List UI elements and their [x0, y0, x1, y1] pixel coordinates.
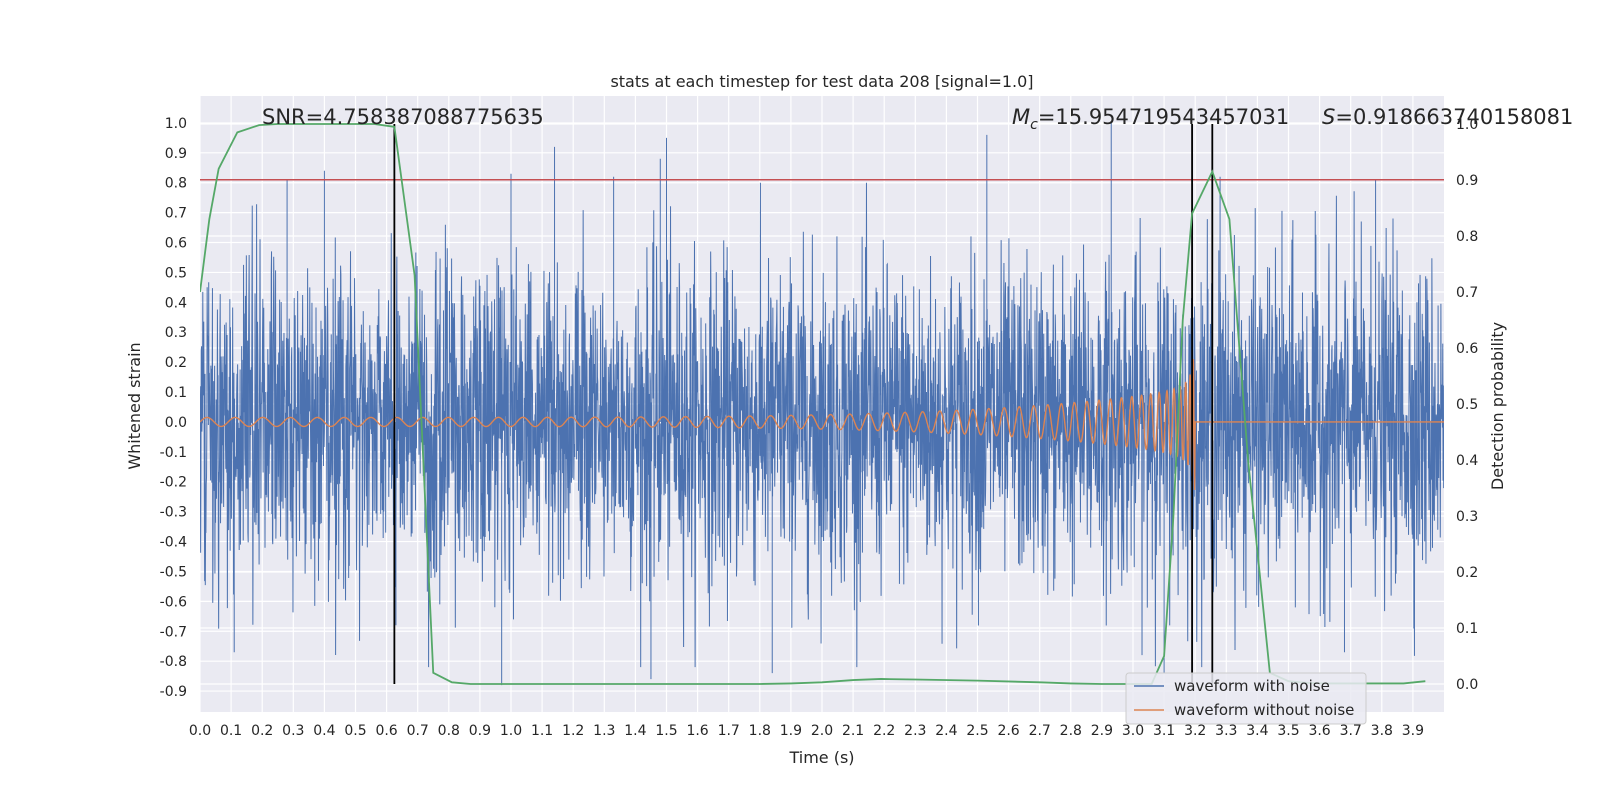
s-value: =0.918663740158081: [1335, 105, 1573, 129]
x-tick-label: 3.9: [1402, 723, 1424, 739]
x-tick-label: 1.5: [655, 723, 677, 739]
x-tick-label: 0.3: [282, 723, 304, 739]
y-tick-label: 0.6: [165, 236, 187, 252]
x-tick-label: 2.7: [1029, 723, 1051, 739]
x-tick-label: 1.3: [593, 723, 615, 739]
x-tick-label: 2.9: [1091, 723, 1113, 739]
x-tick-label: 0.2: [251, 723, 273, 739]
x-tick-label: 2.3: [904, 723, 926, 739]
x-tick-label: 1.8: [749, 723, 771, 739]
mc-subscript: c: [1030, 117, 1038, 133]
x-tick-label: 0.0: [189, 723, 211, 739]
x-tick-label: 2.4: [935, 723, 957, 739]
y2-axis-label: Detection probability: [1488, 322, 1507, 490]
y2-tick-label: 0.6: [1456, 341, 1478, 357]
y-axis-label: Whitened strain: [125, 342, 144, 469]
y-tick-label: 0.8: [165, 176, 187, 192]
y2-axis-ticks: 1.0 0.9 0.8 0.7 0.6 0.5 0.4 0.3 0.2 0.1 0.0: [1456, 117, 1478, 693]
y2-tick-label: 1.0: [1456, 117, 1478, 133]
legend-label-waveform-without-noise: waveform without noise: [1174, 701, 1354, 719]
y-tick-label: 0.2: [165, 355, 187, 371]
x-tick-label: 0.4: [313, 723, 335, 739]
legend-label-waveform-with-noise: waveform with noise: [1174, 677, 1330, 695]
y-tick-label: -0.4: [160, 535, 187, 551]
s-annotation: S=0.918663740158081: [1322, 105, 1573, 129]
y2-tick-label: 0.3: [1456, 509, 1478, 525]
snr-annotation: SNR=4.758387088775635: [262, 105, 544, 129]
chart-title: stats at each timestep for test data 208…: [610, 72, 1033, 91]
series-line-waveform-without-noise: [200, 359, 1444, 490]
y-tick-label: -0.1: [160, 445, 187, 461]
x-tick-label: 3.7: [1340, 723, 1362, 739]
s-symbol: S: [1322, 105, 1335, 129]
legend-box: [1125, 672, 1367, 725]
x-tick-label: 1.4: [624, 723, 646, 739]
x-tick-label: 0.1: [220, 723, 242, 739]
x-tick-label: 2.8: [1060, 723, 1082, 739]
x-tick-label: 2.1: [842, 723, 864, 739]
y-tick-label: 0.9: [165, 146, 187, 162]
y-tick-label: 0.3: [165, 325, 187, 341]
y2-tick-label: 0.5: [1456, 397, 1478, 413]
mc-annotation: Mc=15.954719543457031: [1012, 105, 1289, 133]
y-tick-label: -0.7: [160, 624, 187, 640]
x-tick-label: 3.0: [1122, 723, 1144, 739]
x-tick-label: 3.8: [1371, 723, 1393, 739]
mc-value: =15.954719543457031: [1038, 105, 1289, 129]
x-tick-label: 2.2: [873, 723, 895, 739]
x-tick-label: 2.6: [997, 723, 1019, 739]
x-tick-label: 3.4: [1246, 723, 1268, 739]
y-tick-label: -0.8: [160, 654, 187, 670]
x-tick-label: 0.6: [375, 723, 397, 739]
y-tick-label: 0.7: [165, 206, 187, 222]
y-tick-label: 0.1: [165, 385, 187, 401]
x-axis-ticks: 0.0 0.1 0.2 0.3 0.4 0.5 0.6 0.7 0.8 0.9 1.0 1.1 1.2 1…: [189, 723, 1424, 739]
y2-tick-label: 0.7: [1456, 285, 1478, 301]
x-tick-label: 3.1: [1153, 723, 1175, 739]
y2-tick-label: 0.1: [1456, 621, 1478, 637]
x-tick-label: 0.9: [469, 723, 491, 739]
x-tick-label: 3.3: [1215, 723, 1237, 739]
x-tick-label: 1.7: [718, 723, 740, 739]
x-tick-label: 0.8: [438, 723, 460, 739]
x-tick-label: 0.7: [407, 723, 429, 739]
x-tick-label: 1.6: [686, 723, 708, 739]
y2-tick-label: 0.0: [1456, 677, 1478, 693]
y2-tick-label: 0.2: [1456, 565, 1478, 581]
y-tick-label: -0.9: [160, 684, 187, 700]
y-tick-label: 0.5: [165, 265, 187, 281]
y2-tick-label: 0.9: [1456, 173, 1478, 189]
y2-tick-label: 0.4: [1456, 453, 1478, 469]
x-axis-label: Time (s): [788, 748, 854, 767]
x-tick-label: 1.1: [531, 723, 553, 739]
x-tick-label: 2.5: [966, 723, 988, 739]
x-tick-label: 3.6: [1308, 723, 1330, 739]
y2-tick-label: 0.8: [1456, 229, 1478, 245]
y-tick-label: 0.4: [165, 295, 187, 311]
x-tick-label: 1.2: [562, 723, 584, 739]
y-axis-ticks: 1.0 0.9 0.8 0.7 0.6 0.5 0.4 0.3 0.2 0.1 0.0 -0.1 -0.…: [160, 116, 187, 700]
x-tick-label: 0.5: [344, 723, 366, 739]
y-tick-label: -0.3: [160, 505, 187, 521]
y-tick-label: -0.2: [160, 475, 187, 491]
x-tick-label: 3.2: [1184, 723, 1206, 739]
y-tick-label: -0.5: [160, 564, 187, 580]
y-tick-label: 1.0: [165, 116, 187, 132]
mc-symbol: M: [1012, 105, 1030, 129]
legend: waveform with noise waveform without noi…: [1125, 672, 1367, 725]
series-line-waveform-with-noise: [200, 122, 1444, 686]
x-tick-label: 1.9: [780, 723, 802, 739]
x-tick-label: 2.0: [811, 723, 833, 739]
x-tick-label: 3.5: [1277, 723, 1299, 739]
y-tick-label: -0.6: [160, 594, 187, 610]
x-tick-label: 1.0: [500, 723, 522, 739]
y-tick-label: 0.0: [165, 415, 187, 431]
